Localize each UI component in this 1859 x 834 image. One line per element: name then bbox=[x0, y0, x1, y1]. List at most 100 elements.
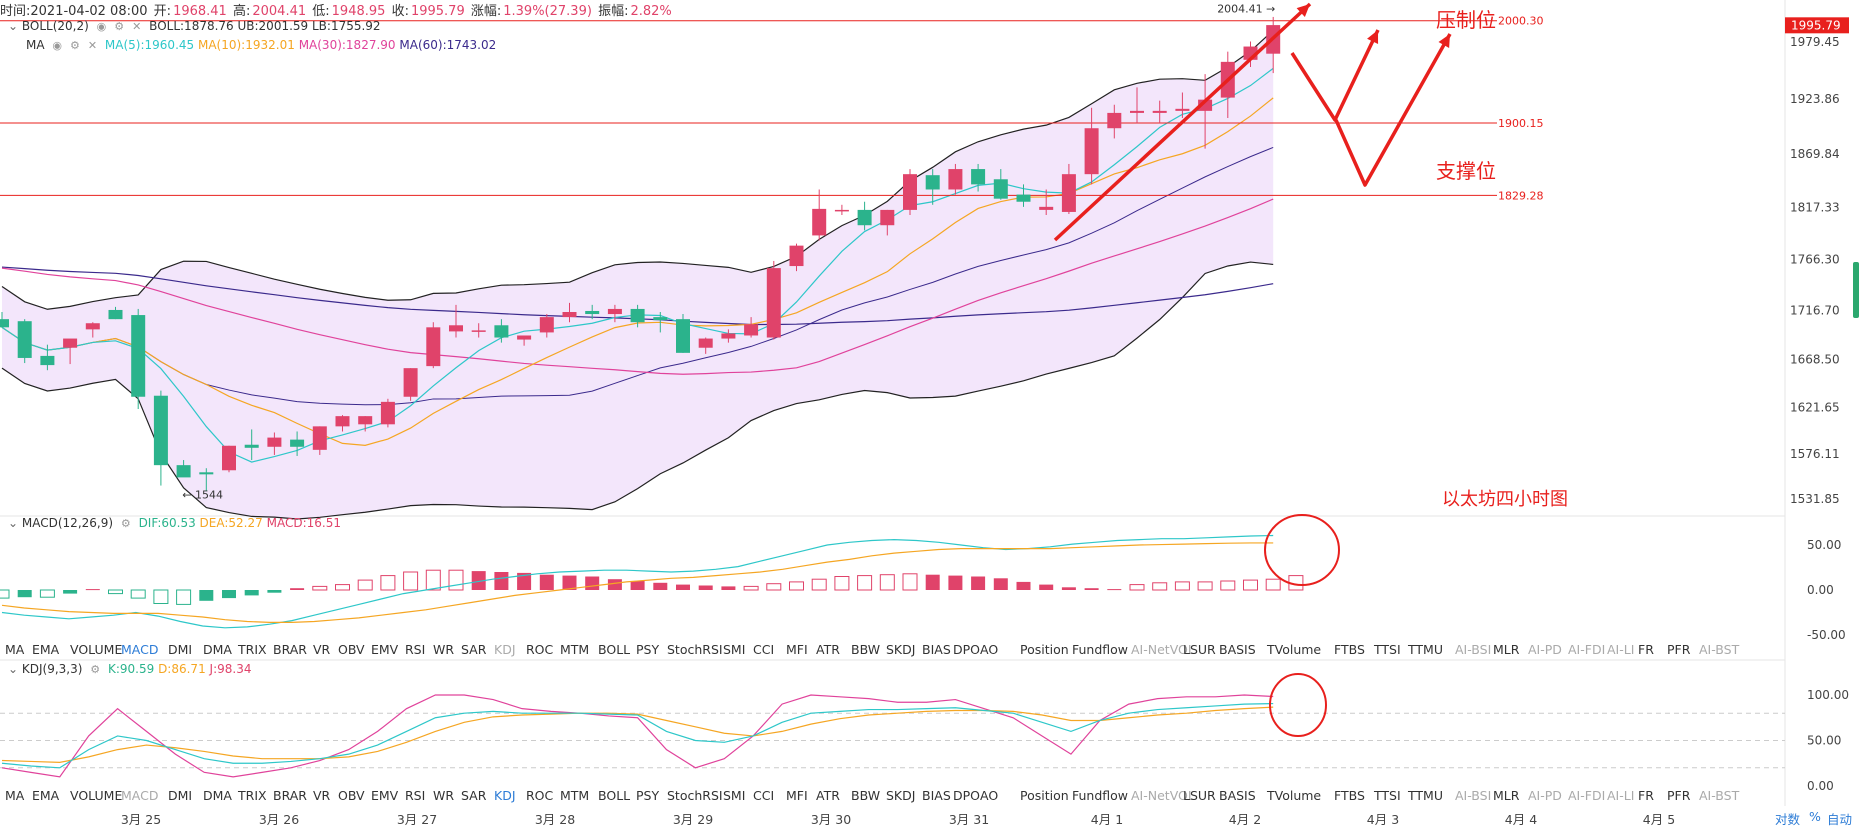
indicator-tab-dpo[interactable]: DPO bbox=[953, 788, 981, 803]
indicator-tab-ai-netvol[interactable]: AI-NetVOL bbox=[1131, 788, 1195, 803]
indicator-tab-fr[interactable]: FR bbox=[1638, 788, 1654, 803]
indicator-tab-boll[interactable]: BOLL bbox=[598, 642, 631, 657]
indicator-tab-wr[interactable]: WR bbox=[433, 788, 455, 803]
log-scale-button[interactable]: 对数 bbox=[1775, 812, 1801, 827]
indicator-tab-dpo[interactable]: DPO bbox=[953, 642, 981, 657]
indicator-tab-macd[interactable]: MACD bbox=[121, 642, 159, 657]
close-icon[interactable]: ✕ bbox=[132, 20, 142, 33]
indicator-tab-fr[interactable]: FR bbox=[1638, 642, 1654, 657]
indicator-tab-atr[interactable]: ATR bbox=[816, 642, 840, 657]
indicator-tab-stochrsi[interactable]: StochRSI bbox=[667, 642, 723, 657]
indicator-tab-dmi[interactable]: DMI bbox=[168, 788, 193, 803]
collapse-icon[interactable]: ⌄ bbox=[8, 662, 19, 676]
indicator-tab-emv[interactable]: EMV bbox=[371, 642, 399, 657]
indicator-tab-obv[interactable]: OBV bbox=[338, 788, 365, 803]
indicator-tab-ema[interactable]: EMA bbox=[32, 788, 60, 803]
indicator-tab-bbw[interactable]: BBW bbox=[851, 642, 881, 657]
indicator-tab-ai-bst[interactable]: AI-BST bbox=[1699, 642, 1740, 657]
indicator-tab-psy[interactable]: PSY bbox=[636, 642, 660, 657]
indicator-tab-brar[interactable]: BRAR bbox=[273, 642, 307, 657]
indicator-tab-ai-li[interactable]: AI-LI bbox=[1607, 788, 1635, 803]
settings-icon[interactable]: ⚙ bbox=[90, 663, 101, 676]
indicator-tab-macd[interactable]: MACD bbox=[121, 788, 159, 803]
indicator-tab-emv[interactable]: EMV bbox=[371, 788, 399, 803]
indicator-tab-mtm[interactable]: MTM bbox=[560, 788, 590, 803]
indicator-tab-cci[interactable]: CCI bbox=[753, 788, 775, 803]
indicator-tab-dma[interactable]: DMA bbox=[203, 642, 232, 657]
indicator-tab-brar[interactable]: BRAR bbox=[273, 788, 307, 803]
indicator-tab-skdj[interactable]: SKDJ bbox=[886, 788, 916, 803]
indicator-tab-psy[interactable]: PSY bbox=[636, 788, 660, 803]
eye-icon[interactable]: ◉ bbox=[52, 39, 62, 52]
indicator-tab-ai-netvol[interactable]: AI-NetVOL bbox=[1131, 642, 1195, 657]
indicator-tab-ftbs[interactable]: FTBS bbox=[1334, 788, 1365, 803]
indicator-tab-mlr[interactable]: MLR bbox=[1493, 642, 1520, 657]
collapse-icon[interactable]: ⌄ bbox=[8, 19, 19, 33]
indicator-tab-obv[interactable]: OBV bbox=[338, 642, 365, 657]
indicator-tab-wr[interactable]: WR bbox=[433, 642, 455, 657]
indicator-tab-tvolume[interactable]: TVolume bbox=[1267, 642, 1322, 657]
indicator-tab-ai-bsi[interactable]: AI-BSI bbox=[1455, 642, 1492, 657]
indicator-tab-lsur[interactable]: LSUR bbox=[1183, 642, 1216, 657]
indicator-tab-trix[interactable]: TRIX bbox=[238, 788, 267, 803]
settings-icon[interactable]: ⚙ bbox=[114, 20, 125, 33]
indicator-tab-roc[interactable]: ROC bbox=[526, 642, 554, 657]
indicator-tab-bias[interactable]: BIAS bbox=[922, 642, 951, 657]
indicator-tab-volume[interactable]: VOLUME bbox=[70, 788, 123, 803]
indicator-tab-cci[interactable]: CCI bbox=[753, 642, 775, 657]
eye-icon[interactable]: ◉ bbox=[96, 20, 107, 33]
indicator-tab-ttsi[interactable]: TTSI bbox=[1374, 642, 1401, 657]
indicator-tab-kdj[interactable]: KDJ bbox=[494, 788, 516, 803]
indicator-tab-skdj[interactable]: SKDJ bbox=[886, 642, 916, 657]
indicator-tab-ai-li[interactable]: AI-LI bbox=[1607, 642, 1635, 657]
settings-icon[interactable]: ⚙ bbox=[120, 517, 131, 530]
indicator-tab-ttmu[interactable]: TTMU bbox=[1408, 642, 1443, 657]
indicator-tab-sar[interactable]: SAR bbox=[461, 788, 487, 803]
indicator-tab-ttmu[interactable]: TTMU bbox=[1408, 788, 1443, 803]
indicator-tab-atr[interactable]: ATR bbox=[816, 788, 840, 803]
indicator-tab-ao[interactable]: AO bbox=[980, 788, 999, 803]
indicator-tab-vr[interactable]: VR bbox=[313, 642, 331, 657]
indicator-tab-vr[interactable]: VR bbox=[313, 788, 331, 803]
indicator-tab-basis[interactable]: BASIS bbox=[1219, 788, 1256, 803]
indicator-tab-ftbs[interactable]: FTBS bbox=[1334, 642, 1365, 657]
indicator-tab-bbw[interactable]: BBW bbox=[851, 788, 881, 803]
indicator-tab-ema[interactable]: EMA bbox=[32, 642, 60, 657]
close-icon[interactable]: ✕ bbox=[87, 39, 98, 52]
indicator-tab-rsi[interactable]: RSI bbox=[405, 642, 426, 657]
indicator-tab-ai-bsi[interactable]: AI-BSI bbox=[1455, 788, 1492, 803]
indicator-tab-pfr[interactable]: PFR bbox=[1667, 788, 1691, 803]
indicator-tab-smi[interactable]: SMI bbox=[723, 642, 746, 657]
indicator-tab-volume[interactable]: VOLUME bbox=[70, 642, 123, 657]
indicator-tab-ai-fdi[interactable]: AI-FDI bbox=[1568, 642, 1606, 657]
indicator-tab-position[interactable]: Position bbox=[1020, 642, 1069, 657]
indicator-tab-rsi[interactable]: RSI bbox=[405, 788, 426, 803]
indicator-tab-mfi[interactable]: MFI bbox=[786, 642, 808, 657]
settings-icon[interactable]: ⚙ bbox=[70, 39, 80, 52]
indicator-tab-pfr[interactable]: PFR bbox=[1667, 642, 1691, 657]
indicator-tab-mtm[interactable]: MTM bbox=[560, 642, 590, 657]
percent-scale-button[interactable]: % bbox=[1809, 809, 1821, 824]
auto-scale-button[interactable]: 自动 bbox=[1827, 812, 1853, 827]
indicator-tab-lsur[interactable]: LSUR bbox=[1183, 788, 1216, 803]
indicator-tab-tvolume[interactable]: TVolume bbox=[1267, 788, 1322, 803]
indicator-tab-position[interactable]: Position bbox=[1020, 788, 1069, 803]
indicator-tab-mlr[interactable]: MLR bbox=[1493, 788, 1520, 803]
scrollbar-thumb[interactable] bbox=[1853, 262, 1859, 318]
indicator-tab-smi[interactable]: SMI bbox=[723, 788, 746, 803]
indicator-tab-basis[interactable]: BASIS bbox=[1219, 642, 1256, 657]
indicator-tab-boll[interactable]: BOLL bbox=[598, 788, 631, 803]
indicator-tab-ttsi[interactable]: TTSI bbox=[1374, 788, 1401, 803]
indicator-tab-kdj[interactable]: KDJ bbox=[494, 642, 516, 657]
indicator-tab-ai-fdi[interactable]: AI-FDI bbox=[1568, 788, 1606, 803]
indicator-tab-bias[interactable]: BIAS bbox=[922, 788, 951, 803]
indicator-tab-sar[interactable]: SAR bbox=[461, 642, 487, 657]
indicator-tab-stochrsi[interactable]: StochRSI bbox=[667, 788, 723, 803]
indicator-tab-ao[interactable]: AO bbox=[980, 642, 999, 657]
indicator-tab-ma[interactable]: MA bbox=[5, 788, 25, 803]
indicator-tab-ai-pd[interactable]: AI-PD bbox=[1528, 642, 1562, 657]
indicator-tab-ai-bst[interactable]: AI-BST bbox=[1699, 788, 1740, 803]
indicator-tab-ma[interactable]: MA bbox=[5, 642, 25, 657]
indicator-tab-fundflow[interactable]: Fundflow bbox=[1072, 788, 1129, 803]
